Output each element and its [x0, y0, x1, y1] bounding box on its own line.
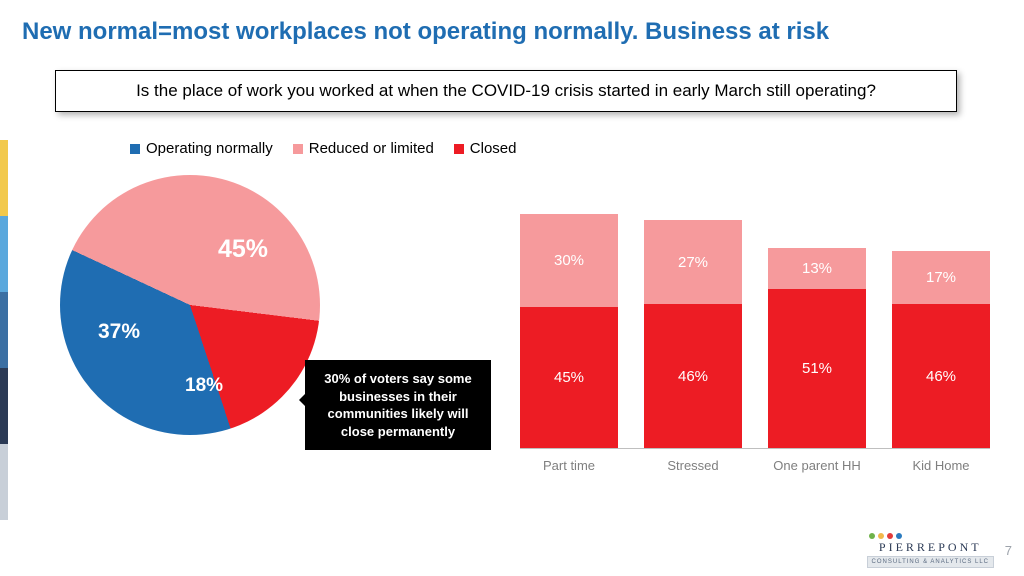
bar-column: 46%27%: [644, 220, 742, 448]
legend-item: Operating normally: [130, 140, 273, 157]
bar-segment: 27%: [644, 220, 742, 304]
bar-segment: 17%: [892, 251, 990, 304]
bar-segment: 51%: [768, 289, 866, 448]
question-text: Is the place of work you worked at when …: [136, 81, 876, 101]
side-color-stripes: [0, 140, 8, 520]
bar-axis: [520, 448, 990, 449]
bar-segment: 46%: [892, 304, 990, 448]
bar-segment: 13%: [768, 248, 866, 289]
legend-swatch: [130, 144, 140, 154]
pie-chart: 45% 18% 37%: [60, 175, 340, 455]
bar-segment: 45%: [520, 307, 618, 448]
bar-category-label: One parent HH: [768, 458, 866, 473]
pie-slice-label: 45%: [218, 235, 268, 264]
callout-box: 30% of voters say some businesses in the…: [305, 360, 491, 450]
logo-subtitle: CONSULTING & ANALYTICS LLC: [867, 556, 994, 568]
pie-slice-label: 37%: [98, 320, 140, 344]
pie-slice-label: 18%: [185, 375, 223, 397]
page-number: 7: [1005, 543, 1012, 558]
legend-label: Closed: [470, 140, 517, 157]
bar-segment: 30%: [520, 214, 618, 308]
bar-category-label: Part time: [520, 458, 618, 473]
bar-category-label: Kid Home: [892, 458, 990, 473]
logo-name: PIERREPONT: [867, 540, 994, 555]
legend: Operating normally Reduced or limited Clos…: [130, 140, 517, 157]
bar-column: 51%13%: [768, 248, 866, 448]
legend-swatch: [293, 144, 303, 154]
legend-label: Reduced or limited: [309, 140, 434, 157]
bar-column: 45%30%: [520, 214, 618, 448]
pierrepont-logo: PIERREPONT CONSULTING & ANALYTICS LLC: [867, 533, 994, 568]
bar-chart: 45%30%46%27%51%13%46%17%: [520, 188, 990, 448]
legend-item: Reduced or limited: [293, 140, 434, 157]
legend-item: Closed: [454, 140, 517, 157]
bar-segment: 46%: [644, 304, 742, 448]
bar-column: 46%17%: [892, 251, 990, 448]
question-box: Is the place of work you worked at when …: [55, 70, 957, 112]
legend-swatch: [454, 144, 464, 154]
slide-title: New normal=most workplaces not operating…: [22, 18, 1014, 46]
bar-category-label: Stressed: [644, 458, 742, 473]
bar-category-labels: Part time Stressed One parent HH Kid Home: [520, 458, 990, 473]
legend-label: Operating normally: [146, 140, 273, 157]
